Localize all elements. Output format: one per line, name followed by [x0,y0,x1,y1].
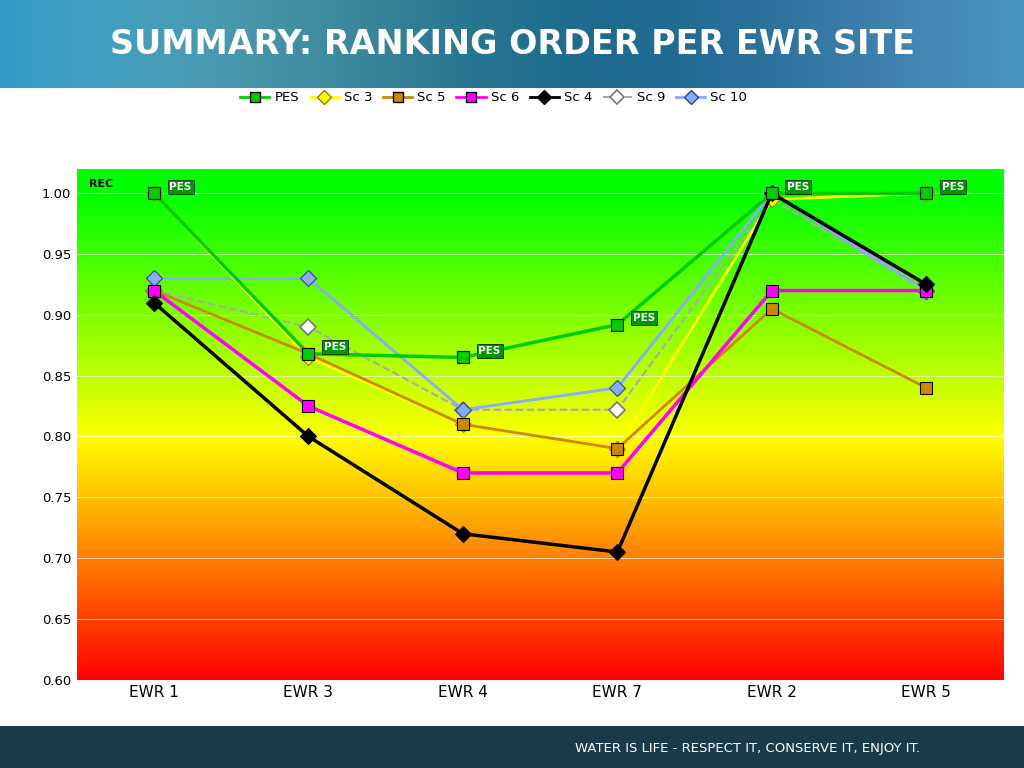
Text: PES: PES [633,313,655,323]
Text: PES: PES [478,346,501,356]
Text: SUMMARY: RANKING ORDER PER EWR SITE: SUMMARY: RANKING ORDER PER EWR SITE [110,28,914,61]
Legend: PES, Sc 3, Sc 5, Sc 6, Sc 4, Sc 9, Sc 10: PES, Sc 3, Sc 5, Sc 6, Sc 4, Sc 9, Sc 10 [234,86,753,110]
Text: WATER IS LIFE - RESPECT IT, CONSERVE IT, ENJOY IT.: WATER IS LIFE - RESPECT IT, CONSERVE IT,… [574,743,921,756]
Text: PES: PES [942,182,964,192]
Text: PES: PES [324,343,346,353]
Text: REC: REC [89,179,114,189]
Text: PES: PES [787,182,810,192]
Text: PES: PES [169,182,191,192]
